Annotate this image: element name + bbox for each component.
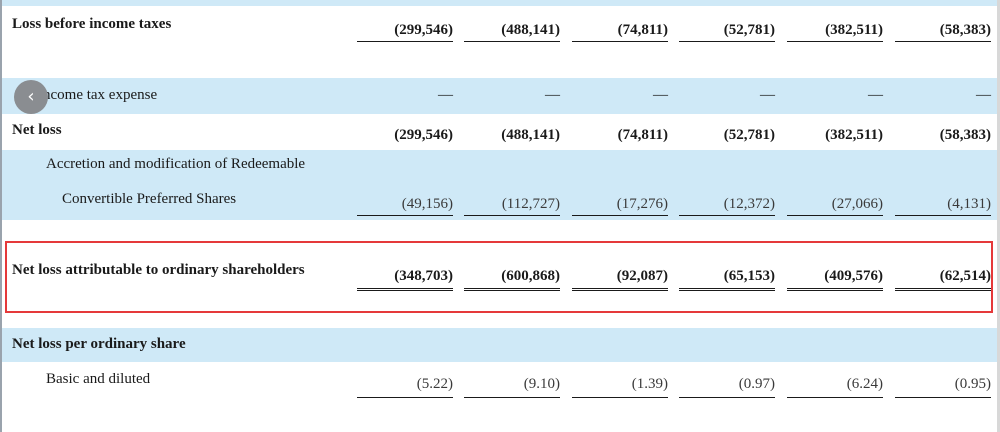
value-cell: (52,781) (679, 22, 775, 42)
value-cell: (1.39) (572, 376, 668, 398)
row-income-tax: Income tax expense — — — — — — (2, 78, 997, 114)
row-label: Basic and diluted (46, 371, 151, 387)
value-cell: (488,141) (501, 127, 560, 143)
value-cell: (49,156) (357, 196, 453, 216)
value-cell: — (545, 87, 560, 103)
row-label: Net loss (12, 122, 62, 138)
row-label-line1: Accretion and modification of Redeemable (46, 156, 306, 172)
frame-left-border (0, 0, 2, 432)
value-cell: — (653, 87, 668, 103)
value-cell: (58,383) (939, 127, 991, 143)
value-cell: — (760, 87, 775, 103)
value-cell: (0.95) (895, 376, 991, 398)
value-cell: (5.22) (357, 376, 453, 398)
value-cell: — (868, 87, 883, 103)
row-label: Net loss per ordinary share (12, 336, 186, 352)
frame-right-border (997, 0, 1000, 432)
previous-button[interactable]: ‹ (14, 80, 48, 114)
row-net-loss: Net loss (299,546) (488,141) (74,811) (5… (2, 114, 997, 150)
value-cell: (488,141) (464, 22, 560, 42)
row-basic-diluted: Basic and diluted (5.22) (9.10) (1.39) (… (2, 362, 997, 432)
value-cell: (27,066) (787, 196, 883, 216)
value-cell: (92,087) (572, 268, 668, 291)
value-cell: (62,514) (895, 268, 991, 291)
value-cell: — (976, 87, 991, 103)
value-cell: (409,576) (787, 268, 883, 291)
value-cell: (9.10) (464, 376, 560, 398)
row-label-line2: Convertible Preferred Shares (62, 191, 237, 207)
row-per-share-header: Net loss per ordinary share (2, 328, 997, 362)
value-cell: (0.97) (679, 376, 775, 398)
value-cell: (382,511) (787, 22, 883, 42)
value-cell: (12,372) (679, 196, 775, 216)
value-cell: (382,511) (825, 127, 883, 143)
chevron-left-icon: ‹ (27, 86, 35, 107)
value-cell: (65,153) (679, 268, 775, 291)
value-cell: (6.24) (787, 376, 883, 398)
row-label: Net loss attributable to ordinary shareh… (12, 262, 305, 278)
value-cell: (112,727) (464, 196, 560, 216)
value-cell: (600,868) (464, 268, 560, 291)
value-cell: (4,131) (895, 196, 991, 216)
value-cell: (74,811) (572, 22, 668, 42)
highlight-box (5, 241, 993, 313)
value-cell: — (438, 87, 453, 103)
row-accretion: Accretion and modification of Redeemable… (2, 150, 997, 220)
value-cell: (58,383) (895, 22, 991, 42)
value-cell: (299,546) (394, 127, 453, 143)
row-label: Loss before income taxes (12, 16, 172, 32)
value-cell: (74,811) (617, 127, 668, 143)
row-net-loss-ordinary: Net loss attributable to ordinary shareh… (2, 220, 997, 328)
row-loss-before-taxes: Loss before income taxes (299,546) (488,… (2, 6, 997, 78)
value-cell: (348,703) (357, 268, 453, 291)
value-cell: (17,276) (572, 196, 668, 216)
value-cell: (299,546) (357, 22, 453, 42)
value-cell: (52,781) (723, 127, 775, 143)
row-label: Income tax expense (38, 87, 158, 103)
top-band (2, 0, 997, 6)
